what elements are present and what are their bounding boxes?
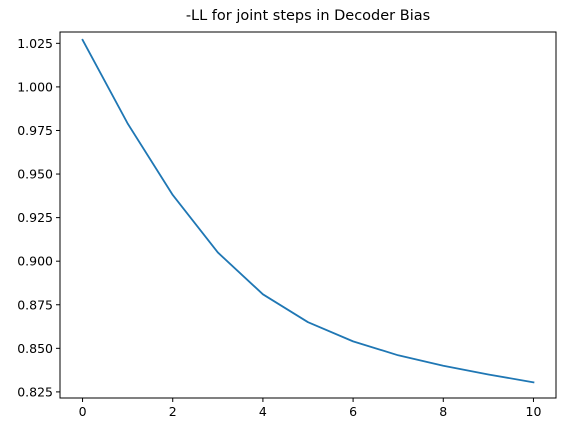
y-tick-label: 1.025 bbox=[17, 36, 53, 51]
y-tick-label: 0.950 bbox=[17, 167, 53, 182]
y-tick-label: 0.875 bbox=[17, 297, 53, 312]
y-axis: 0.825 0.850 0.875 0.900 0.925 0.950 0.975 1.000… bbox=[17, 36, 60, 399]
plot-area bbox=[81, 38, 535, 384]
x-tick-label: 2 bbox=[169, 404, 177, 419]
y-tick-label: 0.925 bbox=[17, 210, 53, 225]
chart-title: -LL for joint steps in Decoder Bias bbox=[186, 8, 430, 24]
y-tick-label: 0.850 bbox=[17, 341, 53, 356]
plot-frame bbox=[59, 31, 557, 399]
x-tick-label: 10 bbox=[526, 404, 542, 419]
y-tick-label: 1.000 bbox=[17, 79, 53, 94]
x-tick-label: 0 bbox=[79, 404, 87, 419]
series-line-0 bbox=[81, 38, 535, 384]
y-tick-label: 0.975 bbox=[17, 123, 53, 138]
x-tick-label: 8 bbox=[439, 404, 447, 419]
x-axis: 0 2 4 6 8 10 bbox=[79, 398, 542, 419]
y-tick-label: 0.825 bbox=[17, 384, 53, 399]
y-tick-label: 0.900 bbox=[17, 254, 53, 269]
x-tick-label: 6 bbox=[349, 404, 357, 419]
x-tick-label: 4 bbox=[259, 404, 267, 419]
